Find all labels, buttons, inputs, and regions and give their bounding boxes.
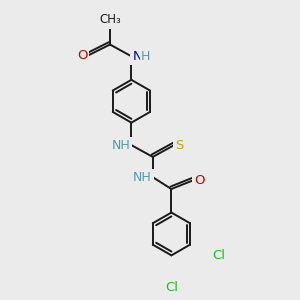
Text: O: O: [194, 174, 204, 187]
Text: NH: NH: [133, 171, 152, 184]
Text: Cl: Cl: [212, 249, 226, 262]
Text: Cl: Cl: [165, 281, 178, 294]
Text: O: O: [77, 49, 88, 62]
Text: S: S: [175, 139, 184, 152]
Text: NH: NH: [112, 139, 130, 152]
Text: CH₃: CH₃: [99, 14, 121, 26]
Text: N: N: [132, 50, 142, 63]
Text: H: H: [141, 50, 150, 63]
